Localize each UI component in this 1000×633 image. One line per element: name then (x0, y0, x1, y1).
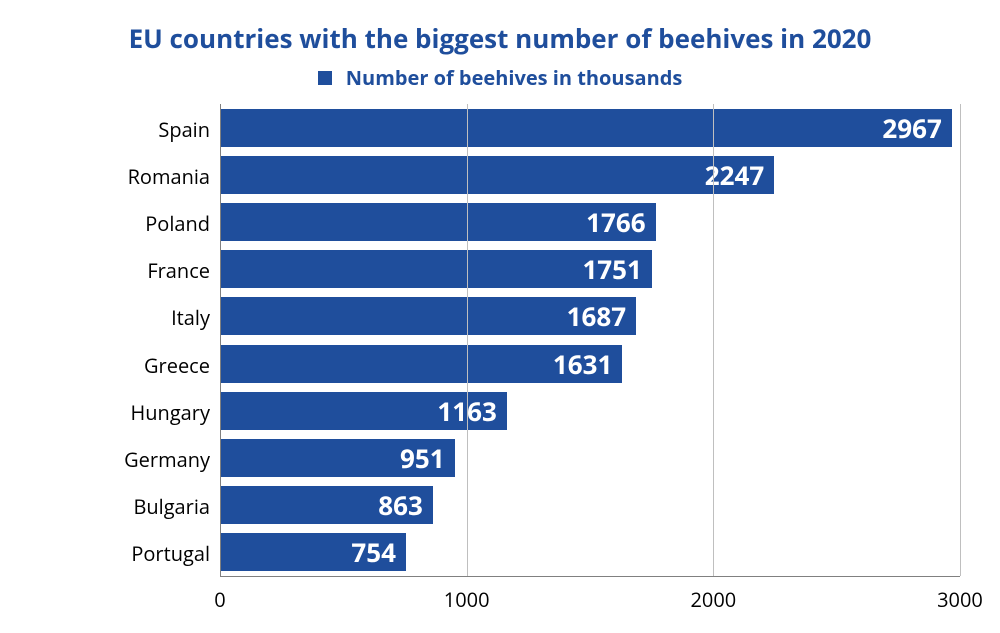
gridlines (220, 104, 960, 576)
chart-title: EU countries with the biggest number of … (0, 20, 1000, 56)
y-axis-label: Germany (124, 446, 210, 473)
chart-legend: Number of beehives in thousands (0, 64, 1000, 91)
y-axis-label: France (147, 257, 210, 284)
y-axis-label: Bulgaria (133, 493, 210, 520)
y-axis-label: Italy (171, 304, 210, 331)
gridline (467, 104, 468, 576)
y-axis-label: Romania (128, 163, 210, 190)
x-axis-label: 3000 (937, 586, 983, 613)
y-axis-label: Spain (158, 116, 210, 143)
legend-marker (318, 71, 332, 85)
x-axis-line (220, 576, 960, 577)
y-axis-label: Hungary (131, 399, 210, 426)
legend-label: Number of beehives in thousands (346, 64, 683, 91)
y-axis-labels: Spain Romania Poland France Italy Greece Hunga… (60, 104, 210, 576)
x-axis-label: 0 (214, 586, 225, 613)
x-axis-labels: 0100020003000 (220, 586, 960, 616)
y-axis-line (220, 104, 221, 576)
gridline (713, 104, 714, 576)
y-axis-label: Poland (145, 210, 210, 237)
x-axis-label: 1000 (444, 586, 490, 613)
plot-area: Spain Romania Poland France Italy Greece Hunga… (0, 104, 960, 626)
x-axis-label: 2000 (690, 586, 736, 613)
gridline (960, 104, 961, 576)
y-axis-label: Greece (144, 352, 210, 379)
y-axis-label: Portugal (131, 540, 210, 567)
